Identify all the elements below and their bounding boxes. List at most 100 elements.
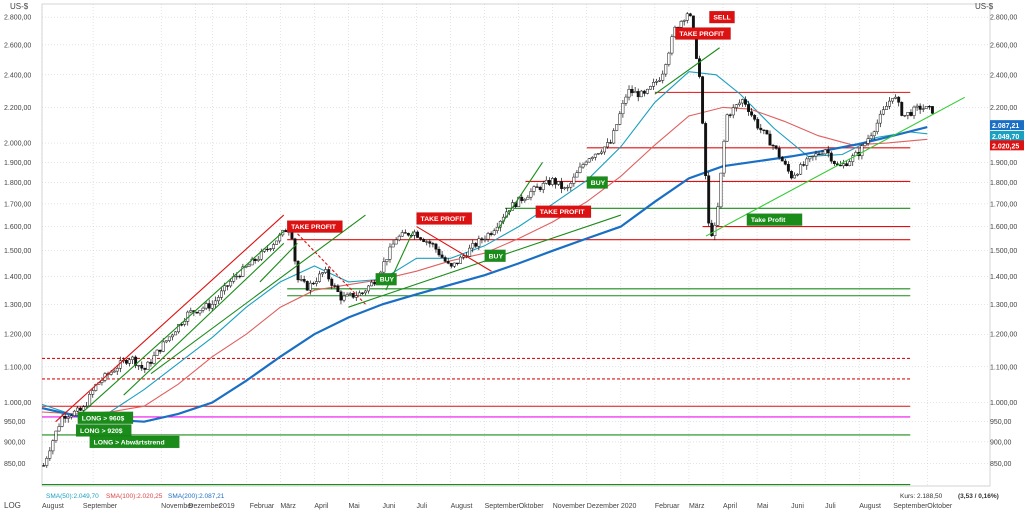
candle-body: [146, 361, 150, 370]
trend-line: [55, 214, 285, 423]
current-price: Kurs: 2.188,50: [900, 493, 943, 500]
candle-body: [302, 279, 306, 282]
trend-line: [82, 230, 285, 413]
candle-body: [112, 370, 116, 373]
y-tick-label-right: 1.800,00: [990, 180, 1017, 187]
y-tick-label-right: 1.200,00: [990, 332, 1017, 339]
candle-body: [394, 239, 398, 245]
signal-marker-label: BUY: [591, 180, 606, 187]
candle-body: [688, 13, 692, 17]
candle-body: [740, 99, 744, 104]
axes: 850,00 850,00 900,00 900,00 950,00 950,00 1.00…: [4, 15, 1024, 510]
candle-body: [483, 238, 487, 241]
candle-body: [728, 114, 732, 116]
candle-body: [921, 108, 925, 110]
y-tick-label-left: 2.000,00: [4, 141, 31, 148]
candle-body: [780, 156, 784, 162]
legend-sma100: SMA(100):2.020,25: [106, 493, 163, 500]
x-tick-label: August: [859, 503, 881, 510]
currency-label: US-$: [10, 2, 29, 11]
candle-body: [664, 64, 668, 75]
legend-sma50: SMA(50):2.049,70: [46, 493, 99, 500]
y-tick-label-right: 850,00: [990, 461, 1012, 468]
candle-body: [468, 247, 472, 257]
candle-body: [449, 263, 453, 267]
y-tick-label-left: 850,00: [4, 461, 26, 468]
candle-body: [324, 269, 328, 273]
candle-body: [88, 394, 92, 407]
candle-body: [839, 164, 842, 167]
candle-body: [802, 164, 806, 166]
y-tick-label-left: 2.600,00: [4, 42, 31, 49]
candle-body: [930, 106, 934, 114]
candle-body: [578, 166, 582, 173]
x-tick-label: April: [723, 503, 737, 510]
candle-body: [517, 196, 521, 207]
candle-body: [60, 415, 64, 427]
candle-body: [299, 279, 303, 281]
candle-body: [642, 90, 646, 94]
candle-body: [318, 273, 321, 282]
candle-body: [774, 145, 778, 149]
x-tick-label: Oktober: [927, 503, 953, 510]
y-tick-label-left: 1.500,00: [4, 248, 31, 255]
candle-body: [155, 349, 159, 356]
candle-body: [627, 89, 631, 98]
candle-body: [618, 113, 622, 125]
candle-body: [547, 180, 551, 185]
x-tick-label: Dezember: [188, 503, 221, 510]
x-tick-label: Juli: [417, 503, 428, 510]
candle-body: [492, 230, 496, 235]
candle-body: [707, 175, 711, 224]
price-readout: Kurs: 2.188,50 (3,53 / 0,16%): [900, 493, 999, 500]
sma-line: [41, 71, 928, 417]
candle-body: [91, 390, 95, 395]
signal-marker-box: [286, 220, 343, 233]
signal-marker-box: [416, 212, 473, 225]
candle-body: [636, 91, 640, 98]
candle-body: [367, 285, 370, 292]
candle-body: [452, 262, 456, 267]
y-tick-label-left: 1.800,00: [4, 180, 31, 187]
y-tick-label-left: 2.800,00: [4, 15, 31, 22]
candle-body: [823, 149, 827, 155]
x-tick-label: Oktober: [519, 503, 545, 510]
candle-body: [115, 368, 119, 372]
candle-body: [333, 285, 337, 287]
candle-body: [253, 258, 257, 261]
candle-body: [704, 123, 708, 176]
candle-body: [477, 238, 481, 247]
candle-body: [265, 248, 269, 251]
candle-body: [440, 254, 444, 258]
candle-body: [229, 281, 233, 287]
candle-body: [216, 297, 220, 302]
candle-body: [851, 155, 855, 162]
legend-sma200: SMA(200):2.087,21: [168, 493, 225, 500]
candle-body: [351, 293, 355, 298]
x-tick-label: Mai: [348, 503, 360, 510]
candle-body: [845, 163, 849, 167]
candle-body: [296, 260, 300, 281]
candle-body: [762, 129, 766, 131]
candle-body: [143, 367, 147, 370]
x-tick-label: Mai: [757, 503, 769, 510]
candle-body: [431, 243, 435, 245]
y-tick-label-left: 1.700,00: [4, 201, 31, 208]
right-axis-badge: [990, 140, 1024, 151]
candle-body: [765, 130, 769, 135]
candle-body: [471, 243, 475, 249]
candle-body: [557, 181, 560, 185]
y-tick-label-left: 1.200,00: [4, 332, 31, 339]
candle-body: [881, 109, 885, 115]
signal-marker-label: LONG > 960$: [82, 415, 125, 422]
candle-body: [57, 426, 61, 432]
candle-body: [152, 355, 156, 364]
x-tick-label: Juni: [791, 503, 804, 510]
candle-body: [679, 21, 683, 28]
sma-line: [41, 106, 928, 415]
candle-body: [894, 96, 898, 99]
candle-body: [891, 98, 895, 102]
candle-body: [321, 272, 325, 275]
trend-line: [290, 226, 366, 305]
candle-body: [652, 82, 655, 87]
